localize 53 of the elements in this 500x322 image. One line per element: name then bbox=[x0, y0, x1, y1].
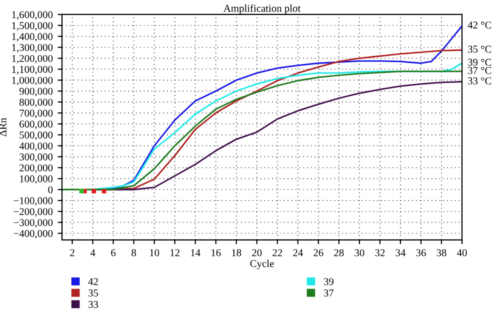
text: 42 °C bbox=[468, 22, 492, 29]
x-tick-label: 36 bbox=[416, 249, 426, 256]
y-tick-label: −100,000 bbox=[14, 197, 53, 206]
legend-label: 35 bbox=[88, 290, 98, 297]
x-tick-label: 2 bbox=[70, 249, 74, 256]
y-tick-label: 500,000 bbox=[20, 132, 53, 140]
y-tick-label: 300,000 bbox=[20, 153, 53, 162]
y-tick-label: 900,000 bbox=[19, 88, 53, 96]
x-tick-label: 28 bbox=[334, 249, 344, 256]
y-tick-label: 1,200,000 bbox=[12, 54, 53, 64]
legend-label: 42 bbox=[88, 278, 98, 286]
y-tick-label: −200,000 bbox=[14, 208, 53, 217]
x-tick-label: 24 bbox=[293, 249, 303, 256]
y-tick-label: 1,300,000 bbox=[12, 44, 53, 53]
x-tick-label: 8 bbox=[132, 249, 136, 256]
y-tick-label: 600,000 bbox=[20, 120, 53, 130]
legend-label: 37 bbox=[324, 290, 334, 297]
x-tick-label: 26 bbox=[314, 249, 324, 256]
y-tick-label: 0 bbox=[48, 186, 53, 194]
x-tick-label: 14 bbox=[191, 249, 200, 256]
x-tick-label: 38 bbox=[436, 249, 446, 256]
x-tick-label: 40 bbox=[456, 249, 467, 256]
x-tick-label: 18 bbox=[232, 249, 242, 256]
text: 35 °C bbox=[468, 46, 492, 53]
y-tick-label: 1,100,000 bbox=[12, 66, 53, 74]
x-tick-label: 6 bbox=[111, 249, 116, 256]
legend-label: 39 bbox=[324, 278, 334, 286]
y-tick-label: 1,600,000 bbox=[12, 11, 53, 20]
x-tick-label: 22 bbox=[272, 249, 282, 256]
y-tick-label: 700,000 bbox=[20, 110, 53, 118]
y-tick-label: −400,000 bbox=[14, 230, 53, 239]
y-tick-label: 1,000,000 bbox=[12, 76, 53, 86]
text: 33 °C bbox=[468, 77, 492, 84]
text: 37 °C bbox=[468, 66, 492, 74]
text: 39 °C bbox=[468, 58, 492, 66]
x-tick-label: 16 bbox=[212, 249, 221, 256]
y-tick-label: −300,000 bbox=[14, 219, 53, 228]
x-tick-label: 4 bbox=[90, 249, 96, 256]
y-tick-label: 200,000 bbox=[20, 164, 53, 173]
x-tick-label: 20 bbox=[252, 249, 262, 256]
y-tick-label: 800,000 bbox=[20, 98, 53, 108]
y-tick-label: 1,500,000 bbox=[12, 22, 53, 31]
y-tick-label: 1,400,000 bbox=[12, 33, 53, 42]
x-tick-label: 30 bbox=[354, 249, 364, 256]
y-tick-label: 400,000 bbox=[19, 142, 53, 152]
x-tick-label: 32 bbox=[375, 249, 385, 256]
legend-label: 33 bbox=[88, 300, 98, 308]
chart-title: Amplification plot bbox=[223, 4, 301, 14]
x-tick-label: 12 bbox=[170, 249, 180, 256]
x-axis-title: Cycle bbox=[250, 260, 274, 270]
x-tick-label: 10 bbox=[150, 249, 160, 256]
x-tick-label: 34 bbox=[396, 249, 406, 256]
y-tick-label: 100,000 bbox=[20, 175, 53, 184]
